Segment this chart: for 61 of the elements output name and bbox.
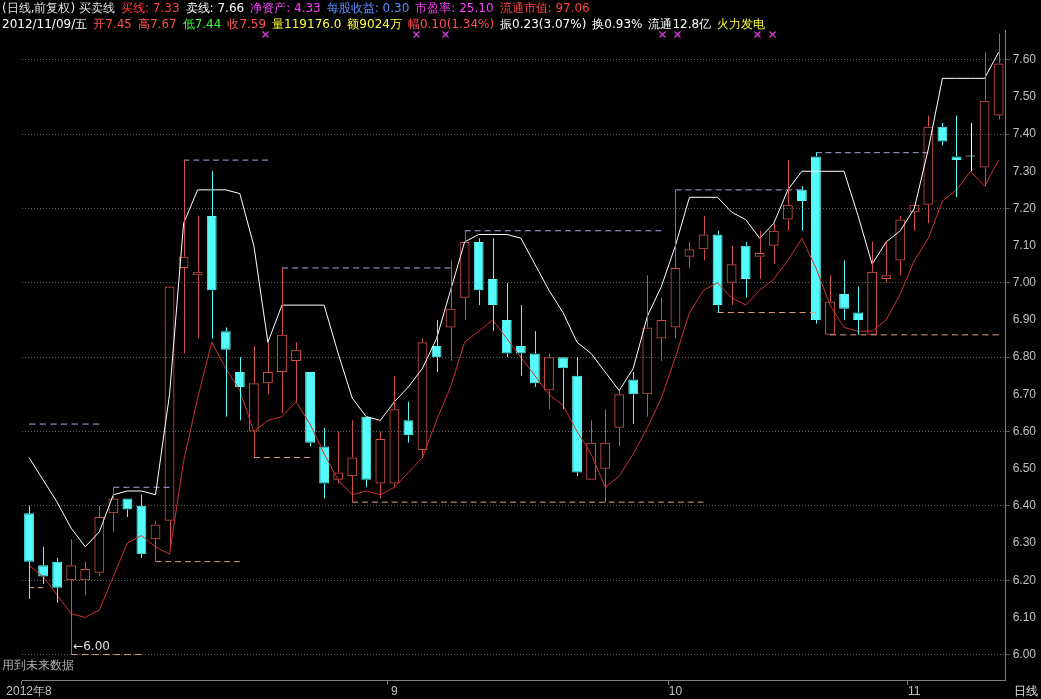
annotation: 幅0.10(1.34%) bbox=[407, 17, 495, 31]
annotation: ←6.00 bbox=[73, 638, 110, 653]
y-tick-label: 6.40 bbox=[1012, 498, 1037, 513]
candlestick bbox=[501, 282, 512, 358]
annotation: 低7.44 bbox=[182, 17, 222, 31]
annotation: 收7.59 bbox=[227, 17, 267, 31]
y-tick-label: 6.50 bbox=[1012, 461, 1037, 475]
text: 日线 bbox=[1013, 682, 1038, 699]
candlestick bbox=[740, 241, 751, 299]
y-tick-label: 6.60 bbox=[1012, 423, 1037, 438]
y-tick-label: 6.20 bbox=[1012, 572, 1037, 587]
y-tick-label: 6.30 bbox=[1012, 535, 1037, 550]
x-tick-label: 2012年8 bbox=[6, 684, 53, 699]
y-tick-label: 6.80 bbox=[1012, 349, 1037, 364]
text: 市盈率: 25.10 bbox=[415, 1, 494, 15]
candlestick bbox=[628, 371, 639, 425]
candlestick bbox=[529, 330, 540, 388]
y-tick-label: 7.10 bbox=[1012, 237, 1037, 252]
annotation: 换0.93% bbox=[592, 17, 643, 31]
annotation: 流通12.8亿 bbox=[648, 17, 712, 31]
candlestick bbox=[403, 401, 414, 444]
annotation: 高7.67 bbox=[137, 17, 177, 31]
candlestick bbox=[572, 356, 582, 477]
candlestick bbox=[487, 237, 498, 332]
candlestick bbox=[811, 152, 821, 325]
annotation: 2012/11/09/五 bbox=[2, 17, 88, 31]
y-tick-label: 7.60 bbox=[1012, 52, 1037, 67]
y-tick-label: 6.70 bbox=[1012, 386, 1037, 401]
y-tick-label: 7.20 bbox=[1012, 200, 1037, 215]
annotation: 开7.45 bbox=[93, 17, 132, 31]
candlestick bbox=[52, 557, 63, 604]
y-tick-label: 6.10 bbox=[1012, 609, 1037, 624]
chart-title: (日线,前复权) 买卖线 bbox=[2, 1, 115, 15]
annotation: 振0.23(3.07%) bbox=[500, 17, 587, 31]
candlestick bbox=[473, 237, 484, 306]
y-tick-label: 7.50 bbox=[1012, 89, 1037, 104]
candlestick bbox=[319, 427, 330, 499]
x-tick-label: 9 bbox=[391, 684, 399, 699]
candlestick bbox=[24, 505, 34, 600]
candlestick bbox=[937, 122, 948, 146]
y-tick-label: 6.00 bbox=[1012, 646, 1037, 661]
text: 流通市值: 97.06 bbox=[499, 1, 590, 15]
x-tick-label: 10 bbox=[668, 684, 683, 699]
y-tick-label: 7.40 bbox=[1012, 126, 1037, 141]
candlestick bbox=[220, 326, 231, 418]
annotation: 额9024万 bbox=[347, 17, 402, 31]
candlestick bbox=[951, 115, 962, 198]
annotation: 用到未来数据 bbox=[2, 656, 74, 674]
text: 每股收益: 0.30 bbox=[326, 1, 410, 15]
text: 净资产: 4.33 bbox=[250, 1, 321, 15]
x-tick-label: 11 bbox=[908, 684, 921, 699]
y-tick-label: 7.00 bbox=[1012, 275, 1037, 290]
text: 卖线: 7.66 bbox=[185, 1, 245, 15]
y-tick-label: 6.90 bbox=[1012, 312, 1037, 327]
annotation: 量119176.0 bbox=[272, 17, 342, 31]
candlestick bbox=[206, 170, 217, 340]
annotation: 火力发电 bbox=[717, 17, 766, 31]
candlestick bbox=[122, 498, 133, 518]
text: 买线: 7.33 bbox=[121, 1, 180, 15]
y-tick-label: 7.30 bbox=[1012, 163, 1037, 178]
candlestick bbox=[361, 416, 372, 488]
